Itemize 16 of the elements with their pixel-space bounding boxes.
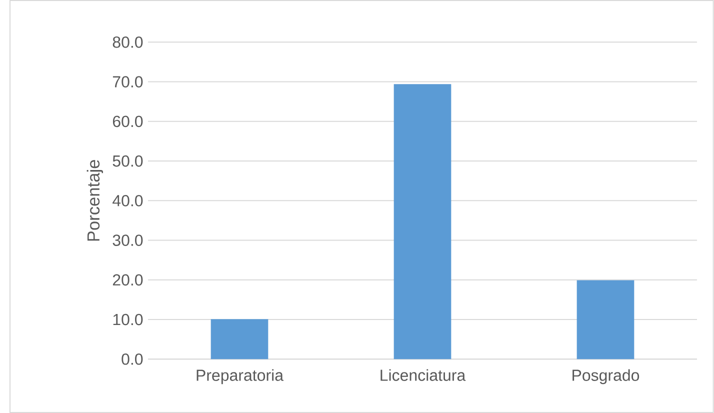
y-tick-label: 20.0 — [112, 274, 143, 286]
y-tick-label: 10.0 — [113, 314, 143, 326]
bar — [576, 280, 634, 360]
y-tick-label: 70.0 — [112, 76, 143, 88]
bar — [210, 319, 268, 360]
y-tick-label: 50.0 — [112, 155, 143, 167]
y-tick-label: 60.0 — [112, 116, 143, 127]
x-tick-label: Preparatoria — [196, 369, 284, 384]
x-tick-label: Posgrado — [572, 369, 640, 384]
y-tick-label: 40.0 — [112, 194, 143, 206]
y-tick-label: 30.0 — [112, 234, 143, 246]
y-tick-label: 80.0 — [112, 36, 143, 48]
x-tick-label: Licenciatura — [380, 369, 466, 381]
bar — [394, 84, 452, 360]
y-axis-title: Porcentaje — [86, 160, 104, 241]
y-tick-label: 0.0 — [122, 353, 143, 365]
